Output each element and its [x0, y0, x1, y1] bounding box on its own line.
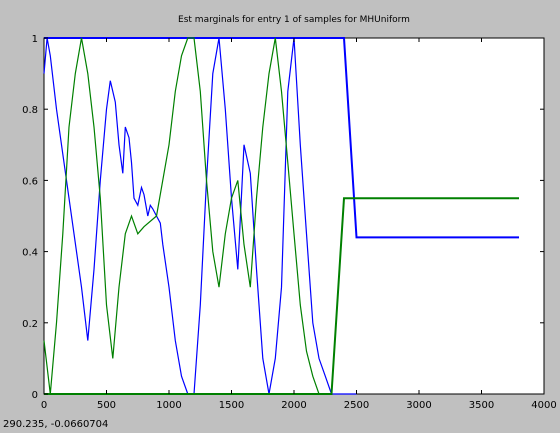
- y-tick-label: 0: [32, 390, 38, 401]
- x-tick-label: 2500: [344, 400, 369, 411]
- y-tick-label: 0.6: [22, 176, 38, 187]
- x-tick-label: 3500: [469, 400, 494, 411]
- x-tick-label: 3000: [406, 400, 431, 411]
- series-line-0: [43, 37, 357, 395]
- x-tick-label: 2000: [281, 400, 306, 411]
- x-tick-label: 4000: [531, 400, 556, 411]
- plot-area: [43, 37, 545, 395]
- y-tick-label: 0.4: [22, 248, 38, 259]
- y-tick-label: 1: [32, 34, 38, 45]
- x-tick-label: 0: [41, 400, 47, 411]
- coordinate-readout: 290.235, -0.0660704: [3, 419, 109, 430]
- y-tick-label: 0.2: [22, 319, 38, 330]
- series-line-2: [43, 37, 332, 395]
- x-tick-label: 1000: [156, 400, 181, 411]
- chart-title: Est marginals for entry 1 of samples for…: [178, 15, 410, 25]
- series-line-3: [44, 197, 519, 395]
- y-tick-label: 0.8: [22, 105, 38, 116]
- x-tick-label: 500: [97, 400, 116, 411]
- x-tick-label: 1500: [219, 400, 244, 411]
